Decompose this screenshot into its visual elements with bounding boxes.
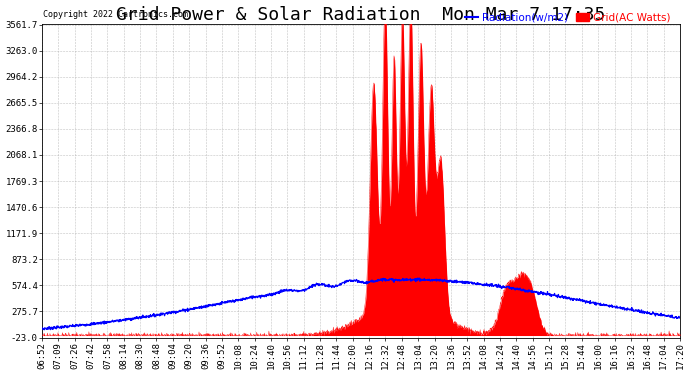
Legend: Radiation(w/m2), Grid(AC Watts): Radiation(w/m2), Grid(AC Watts) xyxy=(461,9,675,27)
Title: Grid Power & Solar Radiation  Mon Mar 7 17:35: Grid Power & Solar Radiation Mon Mar 7 1… xyxy=(117,6,606,24)
Text: Copyright 2022 Cartronics.com: Copyright 2022 Cartronics.com xyxy=(43,10,188,19)
